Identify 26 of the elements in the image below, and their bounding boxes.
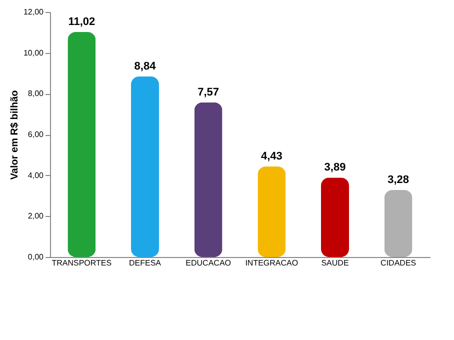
x-tick-label: SAUDE: [321, 258, 349, 268]
bar: [68, 32, 96, 257]
bar: [258, 166, 286, 257]
data-label: 3,89: [324, 162, 346, 174]
bar: [194, 102, 222, 257]
y-tick-label: 0,00: [28, 252, 44, 262]
y-tick-label: 10,00: [23, 48, 44, 58]
y-tick-label: 8,00: [28, 89, 44, 98]
y-tick-label: 12,00: [23, 8, 44, 16]
y-axis-title: Valor em R$ bilhão: [9, 90, 20, 180]
bar: [131, 76, 159, 257]
data-label: 4,43: [260, 150, 282, 163]
x-tick-label: CIDADES: [380, 258, 416, 268]
y-tick-label: 6,00: [28, 130, 44, 139]
x-tick-label: TRANSPORTES: [52, 258, 112, 268]
data-label: 3,28: [388, 174, 410, 186]
x-tick-label: INTEGRACAO: [245, 258, 298, 268]
x-tick-label: EDUCACAO: [186, 258, 232, 268]
y-tick-label: 2,00: [28, 212, 44, 221]
y-tick-label: 4,00: [28, 170, 44, 180]
data-label: 8,84: [134, 60, 157, 73]
data-label: 7,57: [198, 86, 220, 98]
data-label: 11,02: [68, 16, 96, 28]
bar: [384, 190, 412, 257]
bar: [321, 178, 349, 257]
x-tick-label: DEFESA: [128, 258, 162, 268]
